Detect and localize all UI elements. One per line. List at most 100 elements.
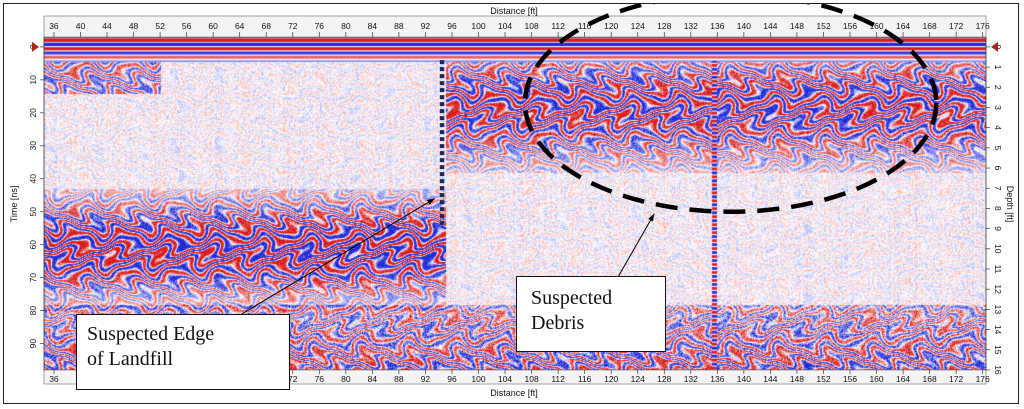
debris-ellipse xyxy=(522,4,939,214)
x-tick-label-bottom: 140 xyxy=(737,374,751,384)
x-tick-label-bottom: 104 xyxy=(498,374,512,384)
x-tick-label-top: 156 xyxy=(843,21,857,31)
x-tick-label-top: 128 xyxy=(657,21,671,31)
x-tick-label-top: 144 xyxy=(763,21,777,31)
debris-arrow-line xyxy=(617,213,655,278)
landfill-arrow-head xyxy=(426,198,435,205)
y-tick-label-left: 10 xyxy=(28,75,38,85)
x-tick-label-top: 136 xyxy=(710,21,724,31)
x-tick-label-bottom: 164 xyxy=(896,374,910,384)
x-tick-label-top: 120 xyxy=(604,21,618,31)
landfill-edge-callout: Suspected Edge of Landfill xyxy=(76,314,290,390)
x-tick-label-top: 48 xyxy=(129,21,139,31)
x-tick-label-bottom: 36 xyxy=(49,374,59,384)
x-tick-label-bottom: 96 xyxy=(447,374,457,384)
x-tick-label-top: 112 xyxy=(551,21,565,31)
gpr-radargram-chart: 36 40 44 48 52 56 60 64 68 72 76 80 84 88 92 96 100 104 10… xyxy=(9,4,1015,398)
x-tick-label-top: 152 xyxy=(816,21,830,31)
x-tick-label-top: 116 xyxy=(578,21,592,31)
figure-frame: 36 40 44 48 52 56 60 64 68 72 76 80 84 88 92 96 100 104 10… xyxy=(3,3,1019,404)
x-tick-label-top: 68 xyxy=(261,21,271,31)
x-tick-label-top: 108 xyxy=(524,21,538,31)
x-tick-label-top: 72 xyxy=(288,21,298,31)
y-axis-title-left: Time [ns] xyxy=(9,186,19,223)
x-tick-label-top: 160 xyxy=(869,21,883,31)
x-tick-label-bottom: 124 xyxy=(631,374,645,384)
annotation-overlays xyxy=(239,4,939,316)
x-tick-label-top: 76 xyxy=(315,21,325,31)
debris-arrow-head xyxy=(648,213,655,222)
y-axis-title-right: Depth [ft] xyxy=(1005,186,1015,223)
y-tick-label-right: 15 xyxy=(993,345,1003,355)
x-tick-label-top: 96 xyxy=(447,21,457,31)
surface-marker-left xyxy=(32,41,39,52)
x-tick-label-top: 92 xyxy=(421,21,431,31)
x-tick-label-bottom: 116 xyxy=(578,374,592,384)
x-tick-label-bottom: 168 xyxy=(923,374,937,384)
x-tick-label-top: 52 xyxy=(155,21,165,31)
x-tick-label-top: 140 xyxy=(737,21,751,31)
x-tick-label-bottom: 112 xyxy=(551,374,565,384)
y-tick-label-right: 1 xyxy=(993,65,1003,70)
debris-callout-line-2: Debris xyxy=(531,312,585,334)
y-tick-label-right: 16 xyxy=(993,365,1003,375)
x-tick-label-top: 88 xyxy=(394,21,404,31)
y-tick-label-left: 50 xyxy=(28,207,38,217)
y-tick-label-right: 12 xyxy=(993,284,1003,294)
x-tick-label-bottom: 152 xyxy=(816,374,830,384)
x-axis-title-bottom: Distance [ft] xyxy=(490,388,538,398)
x-axis-title-top: Distance [ft] xyxy=(490,6,538,16)
y-tick-label-right: 11 xyxy=(993,265,1003,274)
x-tick-label-bottom: 176 xyxy=(976,374,990,384)
top-axis-band xyxy=(43,15,987,38)
x-tick-label-bottom: 160 xyxy=(869,374,883,384)
y-tick-label-right: 3 xyxy=(993,105,1003,110)
axes: 36 40 44 48 52 56 60 64 68 72 76 80 84 88 92 96 100 104 10… xyxy=(28,15,1003,385)
x-tick-label-top: 60 xyxy=(208,21,218,31)
x-tick-label-top: 104 xyxy=(498,21,512,31)
y-tick-label-right: 13 xyxy=(993,305,1003,315)
y-tick-label-left: 70 xyxy=(28,273,38,283)
x-tick-label-top: 168 xyxy=(923,21,937,31)
x-tick-label-top: 40 xyxy=(76,21,86,31)
x-tick-label-top: 100 xyxy=(471,21,485,31)
x-tick-label-bottom: 92 xyxy=(421,374,431,384)
x-tick-label-bottom: 148 xyxy=(790,374,804,384)
x-tick-label-bottom: 80 xyxy=(341,374,351,384)
x-tick-label-top: 80 xyxy=(341,21,351,31)
x-tick-label-top: 56 xyxy=(182,21,192,31)
x-tick-label-bottom: 128 xyxy=(657,374,671,384)
x-tick-label-top: 124 xyxy=(631,21,645,31)
y-tick-label-right: 2 xyxy=(993,85,1003,90)
x-tick-label-bottom: 100 xyxy=(471,374,485,384)
y-tick-label-right: 10 xyxy=(993,244,1003,254)
debris-callout: Suspected Debris xyxy=(516,276,666,352)
y-tick-label-right: 4 xyxy=(993,125,1003,130)
x-tick-label-bottom: 120 xyxy=(604,374,618,384)
y-tick-label-left: 30 xyxy=(28,141,38,151)
x-tick-label-bottom: 108 xyxy=(524,374,538,384)
x-tick-label-top: 64 xyxy=(235,21,245,31)
x-tick-label-top: 148 xyxy=(790,21,804,31)
y-tick-label-right: 7 xyxy=(993,186,1003,191)
y-tick-label-right: 14 xyxy=(993,325,1003,335)
x-tick-label-top: 36 xyxy=(49,21,59,31)
x-tick-label-bottom: 144 xyxy=(763,374,777,384)
landfill-arrow-line xyxy=(239,198,435,316)
x-tick-label-bottom: 156 xyxy=(843,374,857,384)
y-tick-label-right: 9 xyxy=(993,226,1003,231)
x-tick-label-bottom: 136 xyxy=(710,374,724,384)
x-tick-label-top: 172 xyxy=(949,21,963,31)
y-tick-label-left: 90 xyxy=(28,339,38,349)
y-tick-label-right: 8 xyxy=(993,206,1003,211)
y-tick-label-left: 40 xyxy=(28,174,38,184)
x-tick-label-top: 164 xyxy=(896,21,910,31)
landfill-callout-line-1: Suspected Edge xyxy=(87,323,215,345)
x-tick-label-bottom: 172 xyxy=(949,374,963,384)
y-tick-label-right: 5 xyxy=(993,145,1003,150)
debris-callout-line-1: Suspected xyxy=(531,287,613,309)
x-tick-label-top: 44 xyxy=(102,21,112,31)
landfill-callout-line-2: of Landfill xyxy=(87,348,174,370)
x-tick-label-bottom: 84 xyxy=(368,374,378,384)
x-tick-label-bottom: 132 xyxy=(684,374,698,384)
